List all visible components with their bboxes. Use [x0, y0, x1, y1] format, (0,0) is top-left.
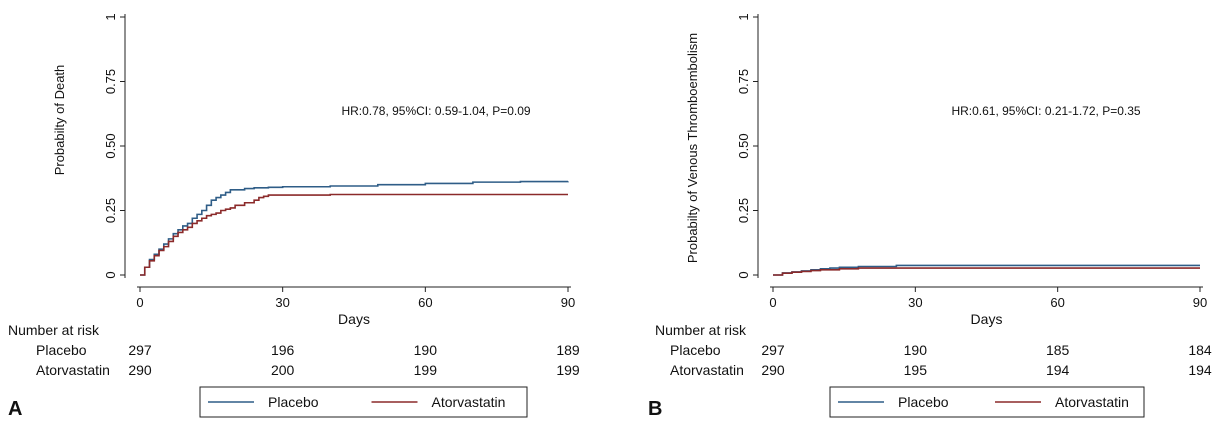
x-axis-label: Days — [338, 311, 370, 327]
legend-label: Atorvastatin — [432, 394, 506, 410]
y-axis-label: Probabilty of Death — [52, 65, 67, 176]
series-line-atorvastatin — [140, 193, 568, 276]
y-axis-label: Probabilty of Venous Thromboembolism — [685, 33, 700, 263]
risk-row-value: 195 — [904, 362, 928, 378]
risk-row-label: Atorvastatin — [670, 362, 744, 378]
legend-label: Placebo — [268, 394, 319, 410]
panel-label: A — [8, 398, 22, 420]
series-line-placebo — [140, 180, 569, 276]
x-tick-label: 90 — [561, 295, 575, 310]
y-tick-label: 0.50 — [736, 133, 751, 158]
risk-row-value: 297 — [128, 342, 152, 358]
risk-row-value: 190 — [904, 342, 928, 358]
series-line-atorvastatin — [773, 267, 1200, 276]
y-tick-label: 0 — [736, 271, 751, 278]
risk-row-value: 190 — [414, 342, 438, 358]
y-tick-label: 0.50 — [103, 133, 118, 158]
risk-row-value: 185 — [1046, 342, 1070, 358]
panel-label: B — [648, 398, 662, 420]
risk-row-value: 200 — [271, 362, 295, 378]
y-tick-label: 0 — [103, 271, 118, 278]
x-tick-label: 30 — [908, 295, 922, 310]
hazard-ratio-annotation: HR:0.78, 95%CI: 0.59-1.04, P=0.09 — [341, 104, 530, 118]
x-tick-label: 30 — [275, 295, 289, 310]
risk-row-value: 297 — [761, 342, 785, 358]
risk-row-value: 290 — [128, 362, 152, 378]
risk-table-title: Number at risk — [655, 322, 747, 338]
legend-box — [199, 386, 528, 418]
y-tick-label: 0.25 — [736, 198, 751, 223]
risk-row-value: 194 — [1046, 362, 1070, 378]
risk-row-value: 199 — [556, 362, 580, 378]
y-tick-label: 0.75 — [736, 69, 751, 94]
risk-row-value: 196 — [271, 342, 295, 358]
y-tick-label: 0.25 — [103, 198, 118, 223]
risk-table-title: Number at risk — [8, 322, 100, 338]
risk-row-value: 199 — [414, 362, 438, 378]
risk-row-value: 290 — [761, 362, 785, 378]
legend-label: Atorvastatin — [1055, 394, 1129, 410]
risk-row-value: 189 — [556, 342, 580, 358]
legend-label: Placebo — [898, 394, 949, 410]
risk-row-value: 184 — [1188, 342, 1212, 358]
risk-row-label: Placebo — [670, 342, 721, 358]
risk-row-value: 194 — [1188, 362, 1212, 378]
x-tick-label: 60 — [418, 295, 432, 310]
risk-row-label: Placebo — [36, 342, 87, 358]
risk-row-label: Atorvastatin — [36, 362, 110, 378]
x-tick-label: 0 — [136, 295, 143, 310]
y-tick-label: 1 — [103, 13, 118, 20]
x-axis-label: Days — [971, 311, 1003, 327]
y-tick-label: 0.75 — [103, 69, 118, 94]
hazard-ratio-annotation: HR:0.61, 95%CI: 0.21-1.72, P=0.35 — [951, 104, 1140, 118]
x-tick-label: 60 — [1050, 295, 1064, 310]
x-tick-label: 90 — [1193, 295, 1207, 310]
x-tick-label: 0 — [769, 295, 776, 310]
y-tick-label: 1 — [736, 13, 751, 20]
